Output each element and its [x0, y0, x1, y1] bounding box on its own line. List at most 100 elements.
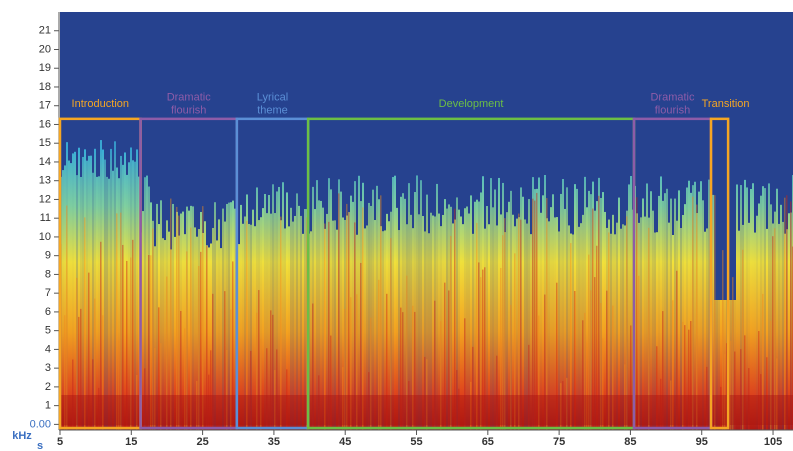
texture-streak	[380, 195, 382, 430]
texture-column	[108, 179, 110, 430]
section-label: Development	[439, 98, 504, 110]
x-tick-label: 25	[196, 436, 208, 448]
y-axis-label: kHz	[12, 430, 32, 442]
texture-column	[106, 177, 108, 430]
y-tick-label: 16	[39, 118, 51, 130]
texture-column	[700, 181, 702, 430]
texture-column	[416, 175, 418, 430]
texture-column	[686, 188, 688, 430]
texture-column	[296, 193, 298, 430]
texture-column	[268, 195, 270, 430]
texture-column	[68, 161, 70, 430]
x-tick-label: 35	[268, 436, 280, 448]
y-tick-label: 14	[39, 156, 51, 168]
y-tick-label: 1	[45, 400, 51, 412]
y-tick-label: 19	[39, 62, 51, 74]
x-tick-label: 15	[125, 436, 137, 448]
y-tick-label: 0.00	[30, 418, 51, 430]
x-tick-label: 45	[339, 436, 351, 448]
section-label: Lyrical	[257, 91, 288, 103]
texture-column	[694, 182, 696, 430]
x-tick-label: 95	[696, 436, 708, 448]
texture-column	[62, 170, 64, 430]
y-tick-label: 7	[45, 287, 51, 299]
x-tick-label: 75	[553, 436, 565, 448]
texture-streak	[786, 195, 788, 430]
texture-column	[278, 187, 280, 430]
texture-column	[678, 190, 680, 430]
texture-column	[436, 184, 438, 430]
texture-column	[358, 176, 360, 430]
section-label: Transition	[702, 98, 750, 110]
y-tick-label: 8	[45, 268, 51, 280]
texture-column	[146, 176, 148, 430]
y-tick-label: 11	[40, 212, 51, 224]
section-label: Dramatic	[650, 91, 695, 103]
texture-column	[490, 178, 492, 430]
y-tick-label: 5	[45, 325, 51, 337]
texture-column	[658, 196, 660, 430]
y-tick-label: 15	[39, 137, 51, 149]
texture-column	[646, 183, 648, 430]
texture-column	[494, 189, 496, 430]
x-tick-label: 65	[482, 436, 494, 448]
texture-column	[712, 195, 714, 430]
texture-column	[420, 180, 422, 430]
y-tick-label: 6	[45, 306, 51, 318]
y-tick-label: 4	[45, 343, 51, 355]
y-tick-label: 3	[45, 362, 51, 374]
x-tick-label: 5	[57, 436, 63, 448]
texture-column	[372, 190, 374, 430]
y-tick-label: 9	[45, 250, 51, 262]
y-tick-label: 20	[39, 43, 51, 55]
texture-band	[60, 395, 793, 425]
section-label: Dramatic	[167, 91, 212, 103]
texture-column	[128, 162, 130, 430]
texture-column	[768, 183, 770, 430]
section-label: Introduction	[72, 98, 129, 110]
texture-column	[392, 177, 394, 430]
texture-column	[736, 184, 738, 430]
x-tick-label: 55	[410, 436, 422, 448]
texture-column	[394, 176, 396, 430]
texture-column	[90, 156, 92, 430]
texture-column	[96, 177, 98, 430]
y-tick-label: 10	[39, 231, 51, 243]
texture-column	[282, 182, 284, 430]
texture-column	[746, 187, 748, 430]
y-tick-label: 12	[39, 193, 51, 205]
x-tick-label: 85	[624, 436, 636, 448]
texture-column	[708, 180, 710, 430]
texture-column	[650, 191, 652, 430]
texture-column	[264, 194, 266, 430]
texture-column	[316, 180, 318, 430]
section-label: theme	[257, 104, 288, 116]
texture-column	[666, 189, 668, 430]
y-tick-label: 21	[39, 25, 51, 37]
texture-column	[134, 162, 136, 430]
texture-column	[764, 188, 766, 430]
texture-column	[376, 186, 378, 430]
texture-streak	[714, 195, 716, 430]
texture-column	[752, 183, 754, 430]
texture-column	[552, 194, 554, 430]
texture-column	[698, 192, 700, 430]
texture-column	[750, 189, 752, 430]
texture-streak	[598, 196, 600, 430]
texture-column	[124, 152, 126, 430]
texture-column	[114, 141, 116, 430]
texture-column	[664, 193, 666, 430]
texture-column	[110, 149, 112, 430]
texture-column	[104, 160, 106, 430]
texture-column	[70, 163, 72, 430]
x-axis-label: s	[37, 440, 43, 451]
y-tick-label: 17	[39, 100, 51, 112]
texture-column	[86, 161, 88, 430]
y-tick-label: 18	[39, 81, 51, 93]
texture-streak	[692, 197, 694, 430]
texture-column	[74, 152, 76, 430]
texture-column	[82, 157, 84, 430]
y-tick-label: 2	[45, 381, 51, 393]
texture-column	[498, 178, 500, 430]
texture-column	[340, 192, 342, 430]
